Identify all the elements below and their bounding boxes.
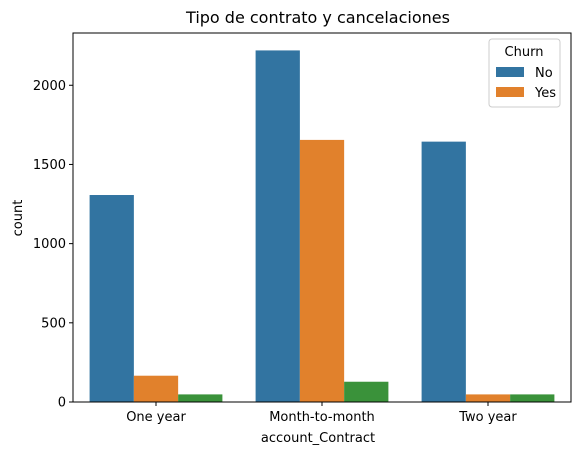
x-tick-label: One year bbox=[126, 410, 186, 425]
x-axis-label: account_Contract bbox=[261, 431, 375, 446]
y-tick-label: 1500 bbox=[33, 158, 66, 173]
legend-swatch-no bbox=[496, 67, 524, 77]
y-tick-label: 2000 bbox=[33, 79, 66, 94]
y-tick-label: 500 bbox=[41, 316, 66, 331]
y-axis-label: count bbox=[11, 200, 26, 237]
legend-label-yes: Yes bbox=[534, 86, 556, 101]
legend-label-no: No bbox=[535, 66, 553, 81]
legend-swatch-yes bbox=[496, 87, 524, 97]
x-tick-label: Month-to-month bbox=[269, 410, 375, 425]
bar-one-year-series-3 bbox=[178, 394, 223, 402]
x-tick-label: Two year bbox=[458, 410, 517, 425]
ticks-layer: 0 500 1000 1500 2000 One year Month-to-month Tw… bbox=[33, 79, 518, 425]
y-tick-label: 1000 bbox=[33, 237, 66, 252]
bar-month-to-month-series-3 bbox=[344, 381, 389, 402]
bar-month-to-month-yes bbox=[299, 139, 345, 402]
bar-two-year-series-3 bbox=[510, 394, 555, 402]
bar-one-year-no bbox=[89, 195, 134, 402]
bar-one-year-yes bbox=[133, 375, 179, 402]
bar-two-year-no bbox=[421, 141, 466, 402]
legend-title: Churn bbox=[505, 45, 544, 60]
bar-month-to-month-no bbox=[255, 50, 300, 403]
legend: Churn No Yes bbox=[488, 38, 561, 108]
chart-title: Tipo de contrato y cancelaciones bbox=[185, 8, 450, 27]
y-tick-label: 0 bbox=[58, 396, 66, 411]
bar-two-year-yes bbox=[465, 394, 511, 402]
bars-layer bbox=[89, 50, 555, 403]
